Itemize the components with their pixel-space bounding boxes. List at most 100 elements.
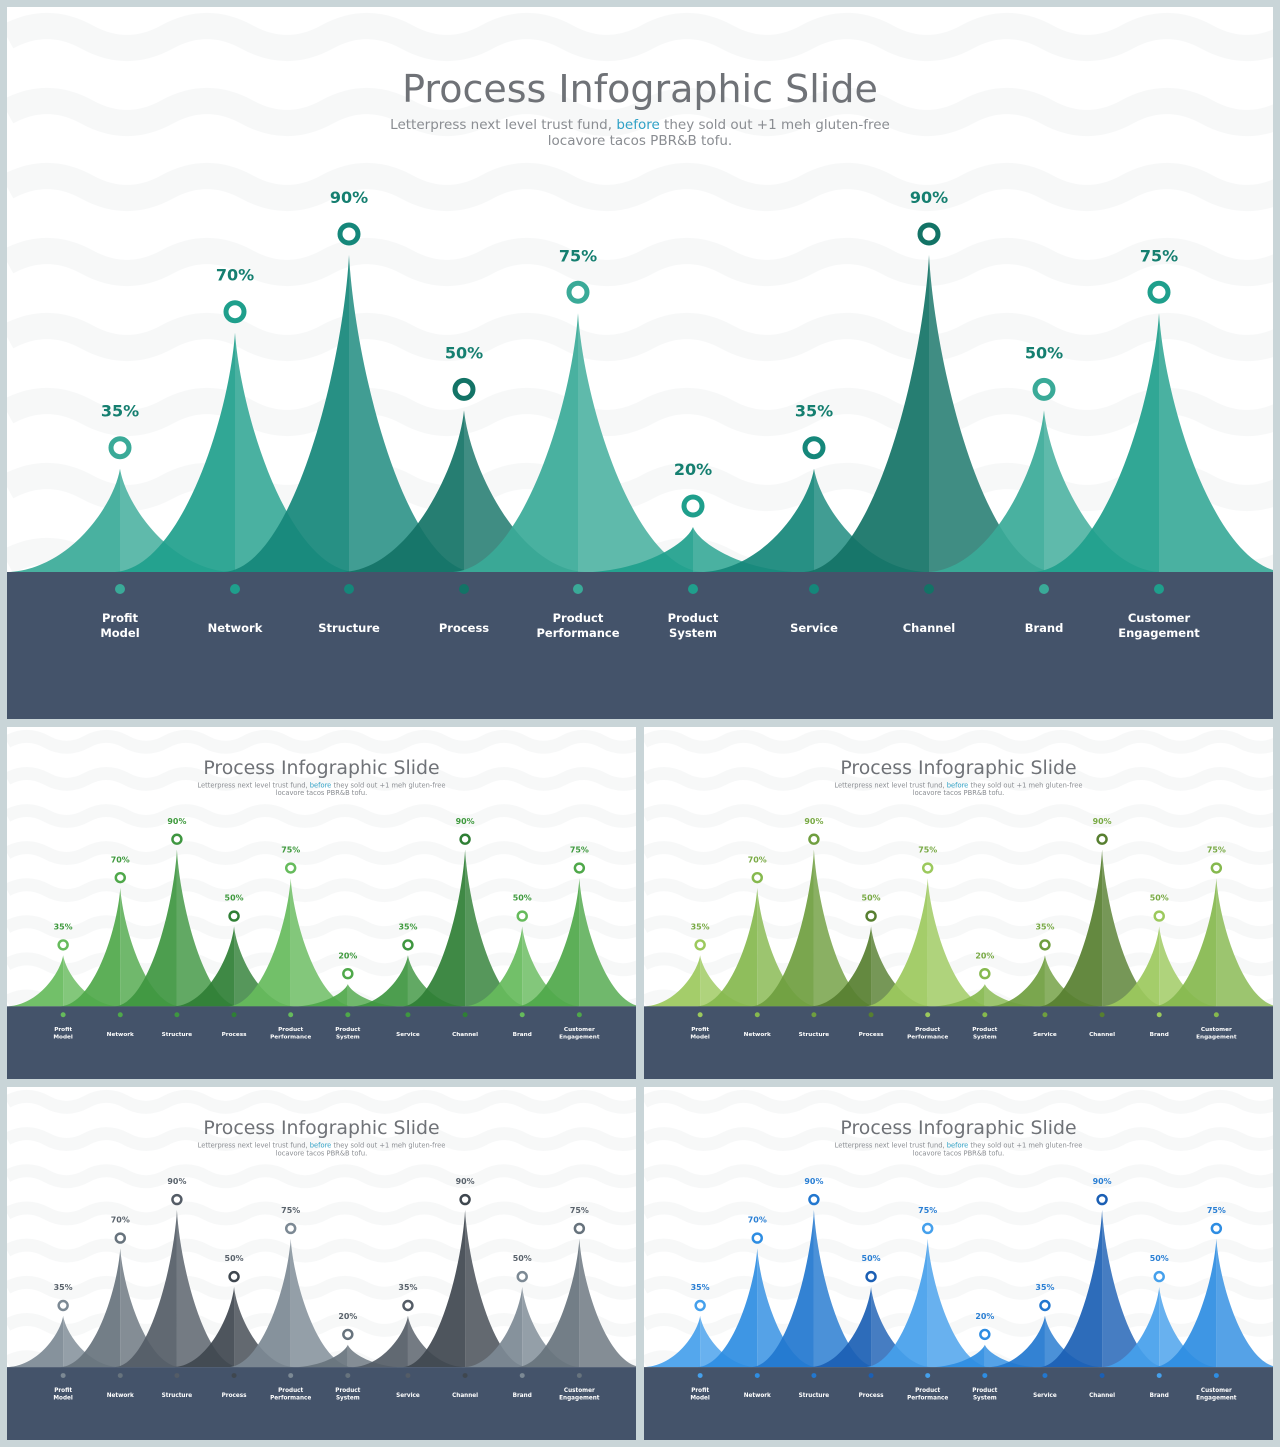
category-dot [697,1012,703,1018]
peak-right-face [522,1287,580,1368]
peak-shade [120,468,230,572]
peak-left-face [224,255,349,572]
value-label: 75% [570,1206,589,1215]
peak-shade [465,1209,528,1368]
category-label: Channel [1089,1032,1115,1038]
peak-left-face [865,1238,928,1368]
category-label: Process [859,1393,885,1399]
peak-right-face [1159,926,1217,1007]
value-label: 35% [54,923,73,932]
peak [990,1315,1100,1368]
peak-shade [984,984,1035,1007]
peak [298,1344,398,1368]
category-dot [1099,1012,1105,1018]
peak-shade [235,332,355,572]
peak-left-face [453,313,578,572]
value-label: 70% [216,266,254,285]
peak-right-face [700,1315,755,1368]
peak-right-face [1216,1238,1273,1368]
peak [402,849,528,1007]
category-dot [231,1373,237,1379]
value-label: 50% [513,1254,532,1263]
category-dot [288,1373,294,1379]
peak-left-face [114,1209,177,1368]
category-band [7,1006,636,1079]
value-label: 35% [398,923,417,932]
peak [453,313,703,572]
peak [60,1248,180,1368]
peak-right-face [871,1287,931,1368]
category-dot [982,1373,988,1379]
value-label: 90% [1093,817,1112,826]
value-ring-marker [808,833,820,845]
category-dot [754,1012,760,1018]
peak [344,410,584,572]
peak-left-face [517,878,580,1007]
category-label: Customer Engagement [1196,1027,1237,1040]
peak [929,410,1159,572]
category-dot [344,584,354,594]
value-ring-marker [694,1299,706,1312]
value-ring-marker [114,871,126,884]
value-ring-marker [228,910,240,922]
peak [228,1238,353,1368]
peak [10,468,230,572]
peak-shade [700,955,755,1007]
value-ring-marker [516,910,528,922]
category-label: Service [1033,1032,1057,1038]
category-label: Structure [318,621,380,635]
value-ring-marker [694,939,706,951]
peak-left-face [402,849,466,1007]
value-label: 90% [330,188,368,207]
value-label: 75% [918,846,937,855]
peak [593,527,793,572]
peak-left-face [1034,313,1159,572]
value-label: 35% [398,1283,417,1292]
category-dot [459,584,469,594]
category-dot [230,584,240,594]
slide-teal: Process Infographic Slide Letterpress nex… [7,7,1273,719]
category-dot [697,1373,703,1379]
peak-right-face [63,955,118,1007]
peak-left-face [174,1287,235,1368]
peak [402,1209,528,1368]
peak-shade [579,1238,636,1368]
peak [60,888,180,1007]
category-label: Channel [452,1032,478,1038]
peak [697,888,817,1007]
value-ring-marker [284,1222,297,1235]
value-ring-marker [342,1328,354,1341]
value-label: 50% [225,894,244,903]
peak-left-face [990,955,1045,1007]
category-label: Network [744,1032,771,1038]
category-dot [1099,1373,1105,1379]
category-labels: Profit Model Network Structure Process Produc… [53,1373,600,1401]
peak-right-face [120,468,230,572]
slide-subtitle-line2: locavore tacos PBR&B tofu. [276,1149,367,1157]
peak-shade [522,1287,580,1368]
value-label: 50% [862,894,881,903]
peak-left-face [298,984,348,1007]
peak-shade [176,849,240,1007]
peak-left-face [10,468,120,572]
category-label: Channel [452,1393,478,1399]
peak [697,1248,817,1368]
peak-right-face [234,926,294,1007]
category-label: Channel [903,621,956,635]
peak-right-face [290,1238,353,1368]
peak-left-face [228,1238,291,1368]
peak-shade [1216,1238,1273,1368]
value-label: 70% [748,855,767,864]
peak-left-face [298,1344,348,1368]
peak [353,1315,463,1368]
peak-right-face [63,1315,118,1368]
peak [804,255,1054,572]
value-ring-marker [57,1299,69,1312]
peak [8,1315,118,1368]
peak-left-face [935,1344,985,1368]
peak-left-face [645,955,701,1007]
peak-left-face [1039,1209,1103,1368]
value-ring-marker [573,1222,586,1235]
category-dot [1213,1373,1219,1379]
peak-left-face [465,926,523,1007]
